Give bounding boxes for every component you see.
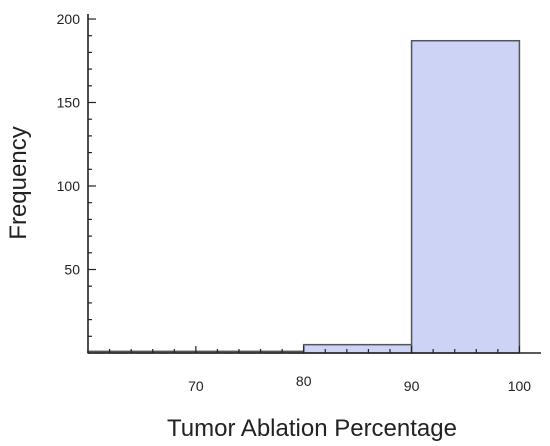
y-tick-label: 150 bbox=[57, 95, 81, 111]
y-tick-label: 100 bbox=[57, 178, 81, 194]
y-axis-title: Frequency bbox=[5, 126, 32, 239]
x-tick-label: 100 bbox=[508, 378, 532, 394]
histogram-bar-3 bbox=[410, 39, 521, 354]
x-axis-title: Tumor Ablation Percentage bbox=[167, 415, 457, 442]
bars-group bbox=[87, 39, 521, 354]
y-ticks-group: 50 100 150 200 bbox=[57, 11, 96, 337]
y-tick-label: 200 bbox=[57, 11, 81, 27]
x-tick-label: 70 bbox=[188, 378, 204, 394]
y-tick-label: 50 bbox=[64, 262, 80, 278]
x-tick-label: 80 bbox=[296, 373, 312, 389]
x-tick-label: 90 bbox=[404, 378, 420, 394]
histogram-bar-2 bbox=[302, 343, 413, 354]
